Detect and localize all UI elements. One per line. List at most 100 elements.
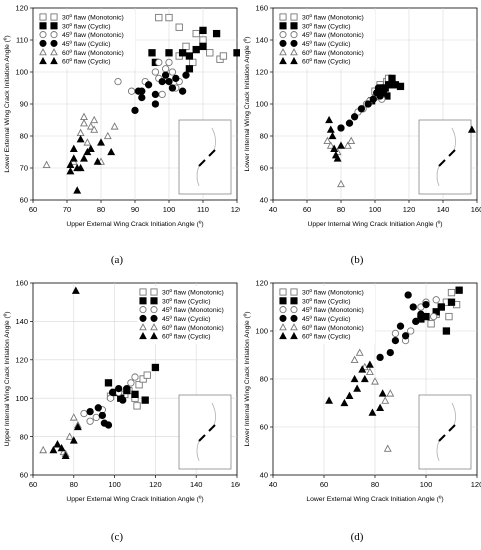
- data-point-triangle-open: [323, 136, 332, 144]
- x-tick-label: 80: [97, 205, 105, 214]
- x-tick-label: 80: [337, 205, 345, 214]
- inset-wing-crack-upper: [451, 127, 457, 151]
- data-point-circle-open: [86, 417, 94, 425]
- chart-panel-c: 60 80 100 120 140 160 60 80 100 120 140 160 Upper Ex…: [4, 279, 240, 503]
- data-point-circle-open: [391, 329, 400, 338]
- x-axis-label: Upper External Wing Crack Initiation Ang…: [66, 496, 203, 503]
- data-point-triangle-filled: [57, 443, 66, 452]
- y-tick-label: 120: [15, 4, 28, 13]
- y-tick-label: 60: [260, 164, 268, 173]
- data-point-triangle-open: [90, 115, 99, 124]
- inset-flaw-upper: [208, 424, 216, 432]
- data-point-triangle-filled: [69, 436, 78, 444]
- data-point-circle-filled: [94, 404, 102, 412]
- inset-box: [178, 119, 232, 195]
- data-point-circle-filled: [151, 100, 160, 108]
- x-tick-label: 120: [149, 480, 162, 489]
- data-point-circle-filled: [115, 384, 123, 393]
- data-point-circle-open: [407, 327, 415, 335]
- data-point-circle-filled: [144, 81, 153, 89]
- data-point-triangle-filled: [69, 154, 78, 162]
- legend-marker-square: [50, 22, 58, 30]
- inset-wing-crack-lower: [436, 165, 440, 187]
- data-point-circle-filled: [98, 411, 107, 420]
- chart-panel-a: 60 70 80 90 100 110 120 60 70 80 90 100 110 120 Upper …: [4, 4, 240, 228]
- data-point-triangle-filled: [73, 186, 82, 194]
- inset-flaw-upper: [448, 424, 456, 432]
- data-point-circle-open: [161, 65, 170, 73]
- data-point-square-filled: [199, 42, 207, 51]
- data-point-circle-open: [127, 87, 136, 95]
- inset-flaw-lower: [438, 434, 446, 442]
- y-tick-label: 60: [20, 196, 28, 205]
- data-point-square-open: [219, 52, 228, 60]
- data-point-triangle-filled: [328, 131, 337, 140]
- legend-marker-square: [290, 297, 298, 305]
- inset-wing-crack-upper: [211, 127, 217, 151]
- inset-flaw-lower: [438, 159, 446, 167]
- data-point-circle-filled: [357, 105, 366, 113]
- y-tick-label: 100: [255, 327, 268, 336]
- data-point-circle-filled: [337, 124, 345, 132]
- data-point-circle-filled: [369, 95, 377, 103]
- legend-label: 30º flaw (Monotonic): [62, 15, 124, 22]
- y-tick-label: 140: [15, 317, 28, 326]
- x-axis-label: Upper Internal Wing Crack Initiation Ang…: [307, 221, 442, 228]
- data-point-circle-filled: [182, 71, 190, 79]
- data-point-square-filled: [165, 49, 173, 57]
- legend-marker-square: [279, 288, 287, 296]
- y-tick-label: 120: [255, 68, 268, 77]
- legend-marker-square: [39, 13, 47, 21]
- data-point-square-open: [199, 36, 207, 44]
- data-point-triangle-filled: [76, 163, 85, 172]
- data-point-triangle-filled: [376, 403, 385, 411]
- legend-marker-square: [150, 288, 158, 296]
- caption-c: (c): [110, 531, 124, 543]
- data-point-square-open: [189, 58, 197, 67]
- data-point-triangle-filled: [73, 422, 82, 431]
- data-point-triangle-filled: [353, 384, 362, 392]
- data-point-circle-filled: [404, 291, 412, 299]
- data-point-triangle-filled: [80, 154, 88, 162]
- legend-marker-square: [279, 297, 287, 305]
- x-tick-label: 120: [231, 205, 240, 214]
- x-tick-label: 100: [420, 480, 433, 489]
- legend-marker-square: [139, 288, 147, 296]
- legend-marker-circle: [290, 39, 298, 47]
- legend-marker-triangle: [39, 56, 47, 65]
- data-point-triangle-filled: [368, 408, 377, 416]
- legend-marker-square: [279, 13, 287, 21]
- data-point-circle-open: [114, 77, 122, 86]
- data-point-circle-filled: [86, 407, 94, 416]
- y-tick-label: 160: [255, 4, 268, 13]
- legend-marker-circle: [39, 39, 47, 47]
- data-point-square-filled: [233, 49, 240, 57]
- data-point-square-filled: [131, 390, 139, 399]
- legend-marker-circle: [279, 306, 287, 314]
- data-point-square-filled: [178, 49, 187, 57]
- x-tick-label: 70: [63, 205, 71, 214]
- data-point-circle-filled: [131, 106, 139, 115]
- data-point-square-filled: [192, 45, 200, 54]
- inset-wing-crack-lower: [436, 440, 440, 462]
- legend-marker-circle: [279, 314, 287, 322]
- data-point-circle-filled: [401, 332, 410, 340]
- y-tick-label: 120: [255, 279, 268, 288]
- data-point-square-open: [427, 320, 435, 328]
- data-point-triangle-open: [337, 179, 345, 188]
- inset-flaw-upper: [208, 149, 216, 157]
- data-point-circle-filled: [138, 87, 146, 95]
- legend-marker-square: [290, 13, 298, 21]
- legend-marker-square: [279, 22, 287, 30]
- legend-label: 45º flaw (Monotonic): [62, 32, 124, 39]
- legend-marker-triangle: [290, 48, 298, 56]
- data-point-triangle-filled: [345, 391, 354, 399]
- data-point-triangle-open: [343, 141, 352, 149]
- data-point-square-open: [135, 381, 143, 389]
- data-point-triangle-open: [42, 160, 51, 168]
- data-point-triangle-filled: [350, 374, 359, 383]
- data-point-triangle-filled: [69, 144, 78, 152]
- data-point-triangle-filled: [97, 138, 105, 146]
- legend-marker-square: [39, 22, 47, 30]
- data-point-square-filled: [396, 82, 405, 91]
